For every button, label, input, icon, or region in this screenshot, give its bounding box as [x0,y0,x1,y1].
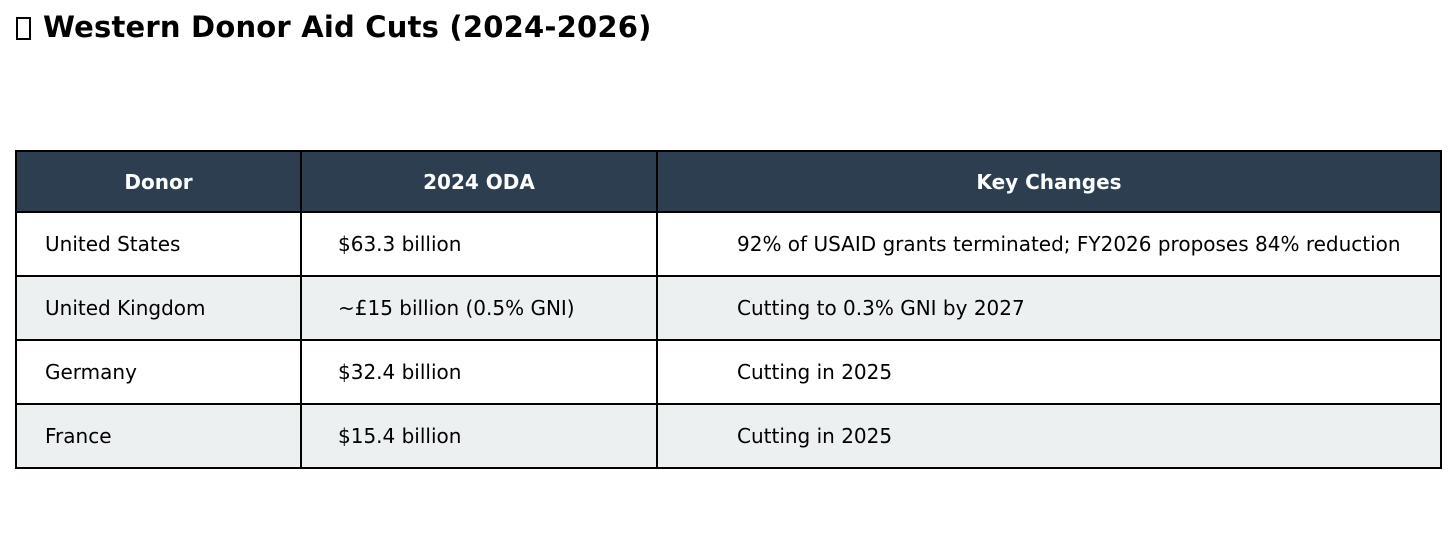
table-body: United States $63.3 billion 92% of USAID… [15,211,1442,469]
cell-donor: United States [15,211,302,277]
page-title: Western Donor Aid Cuts (2024-2026) [16,10,652,44]
donor-aid-table: Donor 2024 ODA Key Changes United States… [15,150,1442,469]
table-row: France $15.4 billion Cutting in 2025 [15,403,1442,469]
cell-key-changes: 92% of USAID grants terminated; FY2026 p… [656,211,1442,277]
table-header: Donor 2024 ODA Key Changes [15,150,1442,213]
cell-donor: United Kingdom [15,275,302,341]
column-header-2024-oda: 2024 ODA [300,150,658,213]
cell-donor: Germany [15,339,302,405]
table-row: United States $63.3 billion 92% of USAID… [15,211,1442,277]
cell-donor: France [15,403,302,469]
table-row: United Kingdom ~£15 billion (0.5% GNI) C… [15,275,1442,341]
cell-oda: ~£15 billion (0.5% GNI) [300,275,658,341]
cell-key-changes: Cutting in 2025 [656,339,1442,405]
cell-oda: $15.4 billion [300,403,658,469]
cell-oda: $63.3 billion [300,211,658,277]
cell-key-changes: Cutting in 2025 [656,403,1442,469]
cell-key-changes: Cutting to 0.3% GNI by 2027 [656,275,1442,341]
column-header-donor: Donor [15,150,302,213]
cell-oda: $32.4 billion [300,339,658,405]
page-title-text: Western Donor Aid Cuts (2024-2026) [43,10,652,44]
column-header-key-changes: Key Changes [656,150,1442,213]
header-row: Donor 2024 ODA Key Changes [15,150,1442,213]
table-row: Germany $32.4 billion Cutting in 2025 [15,339,1442,405]
missing-glyph-icon [16,16,31,40]
